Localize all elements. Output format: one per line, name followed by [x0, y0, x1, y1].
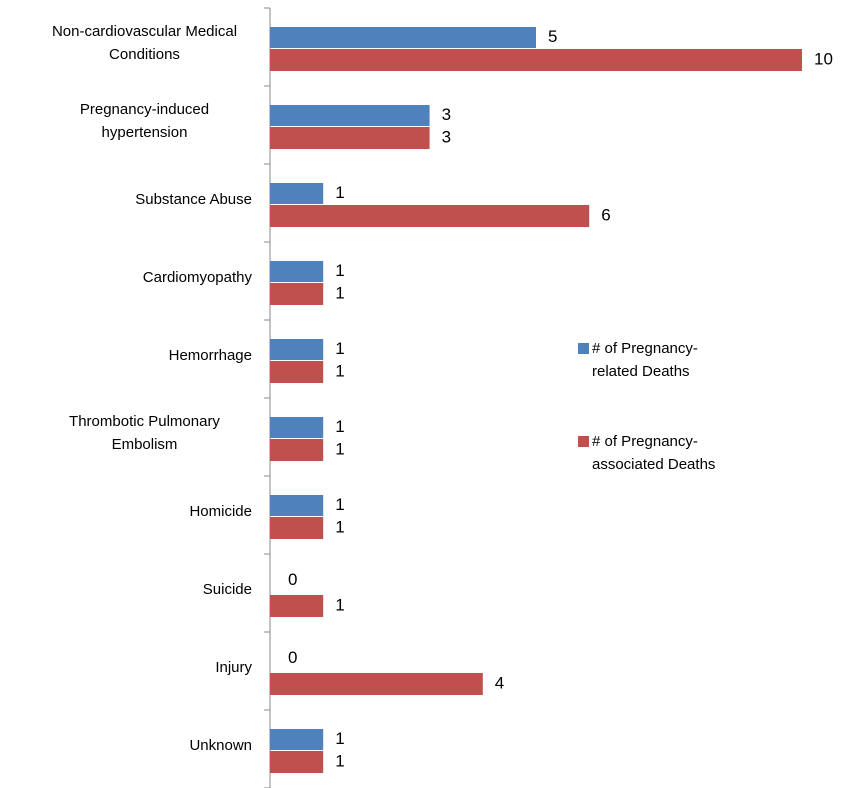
category-label: Homicide [0, 483, 252, 539]
value-label: 3 [442, 105, 451, 124]
bar [270, 595, 324, 617]
category-label: Non-cardiovascular Medical Conditions [0, 15, 252, 71]
legend-label: # of Pregnancy-related Deaths [592, 340, 698, 380]
bar [270, 417, 324, 438]
bar [270, 127, 430, 149]
value-label: 1 [335, 183, 344, 202]
legend-label: # of Pregnancy-associated Deaths [592, 433, 716, 473]
bar [270, 495, 324, 516]
category-text: Hemorrhage [168, 346, 252, 364]
value-label: 3 [442, 127, 451, 146]
category-label: Cardiomyopathy [0, 249, 252, 305]
value-label: 1 [335, 517, 344, 536]
value-label: 6 [601, 205, 610, 224]
bar [270, 751, 324, 773]
value-label: 1 [335, 283, 344, 302]
category-text: Cardiomyopathy [142, 268, 252, 286]
bar [270, 729, 324, 750]
bar [270, 673, 483, 695]
value-label: 10 [814, 49, 833, 68]
value-label: 1 [335, 261, 344, 280]
bar [270, 517, 324, 539]
legend-swatch [578, 436, 589, 447]
category-text: Injury [215, 658, 252, 676]
category-label: Substance Abuse [0, 171, 252, 227]
legend-entry: # of Pregnancy-associated Deaths [578, 430, 727, 476]
value-label: 1 [335, 595, 344, 614]
value-label: 1 [335, 361, 344, 380]
category-label: Injury [0, 639, 252, 695]
category-text: Thrombotic Pulmonary Embolism [69, 413, 220, 453]
category-label: Thrombotic Pulmonary Embolism [0, 405, 252, 461]
bar [270, 183, 324, 204]
bar [270, 361, 324, 383]
category-text: Unknown [189, 736, 252, 754]
bar [270, 339, 324, 360]
legend-entry: # of Pregnancy-related Deaths [578, 337, 727, 383]
bar [270, 283, 324, 305]
value-label: 1 [335, 729, 344, 748]
category-label: Suicide [0, 561, 252, 617]
category-label: Pregnancy-induced hypertension [0, 93, 252, 149]
bar [270, 261, 324, 282]
value-label: 1 [335, 339, 344, 358]
value-label: 1 [335, 751, 344, 770]
value-label: 1 [335, 417, 344, 436]
category-text: Substance Abuse [135, 190, 252, 208]
bar [270, 439, 324, 461]
value-label: 5 [548, 27, 557, 46]
category-text: Homicide [189, 502, 252, 520]
bar [270, 27, 536, 48]
value-label: 1 [335, 495, 344, 514]
category-text: Suicide [202, 580, 252, 598]
value-label: 0 [288, 570, 297, 589]
value-label: 0 [288, 648, 297, 667]
value-label: 1 [335, 439, 344, 458]
bar [270, 105, 430, 126]
value-label: 4 [495, 673, 504, 692]
bar [270, 205, 590, 227]
bar [270, 49, 802, 71]
category-text: Non-cardiovascular Medical Conditions [51, 23, 238, 63]
category-label: Unknown [0, 717, 252, 773]
legend-swatch [578, 343, 589, 354]
category-text: Pregnancy-induced hypertension [79, 101, 210, 141]
category-label: Hemorrhage [0, 327, 252, 383]
